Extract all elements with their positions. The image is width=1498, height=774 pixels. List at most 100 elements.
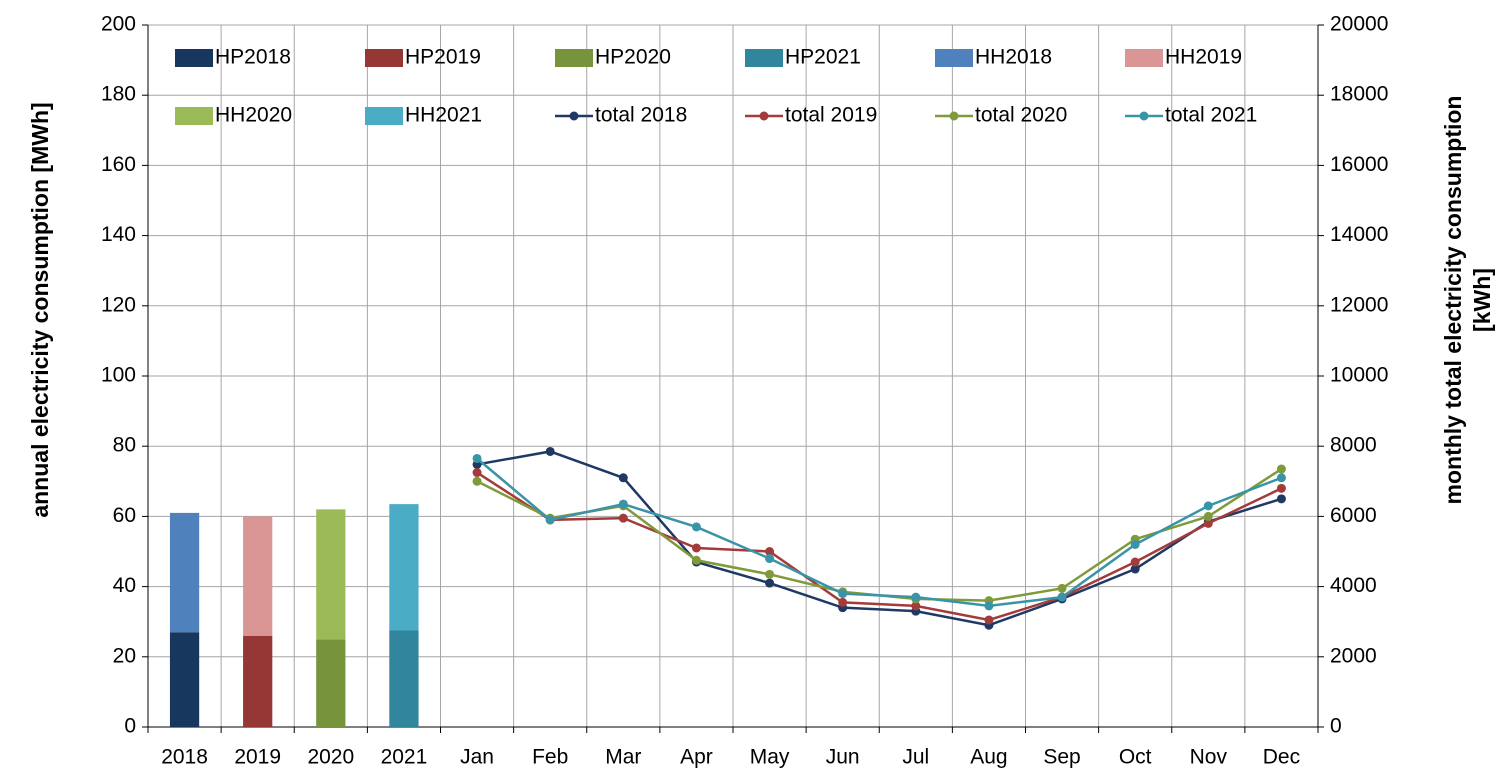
- bar: [316, 639, 346, 727]
- legend-label: HH2018: [975, 46, 1052, 69]
- point: [765, 554, 775, 564]
- x-tick-label: Feb: [532, 746, 568, 769]
- y-tick-label: 20: [113, 644, 136, 667]
- y2-tick-label: 2000: [1330, 644, 1377, 667]
- x-tick-label: Nov: [1190, 746, 1228, 769]
- line: [476, 457, 1282, 608]
- legend-swatch: [949, 111, 959, 121]
- y2-tick-label: 0: [1330, 715, 1342, 738]
- point: [765, 569, 775, 579]
- point: [1057, 583, 1067, 593]
- y2-axis-title: monthly total electricity consumption: [1440, 96, 1466, 505]
- y-tick-label: 120: [101, 293, 136, 316]
- legend-swatch: [935, 49, 973, 67]
- y2-tick-label: 18000: [1330, 83, 1388, 106]
- legend-swatch: [555, 49, 593, 67]
- x-tick-label: Jun: [826, 746, 860, 769]
- point: [691, 555, 701, 565]
- x-tick-label: Dec: [1263, 746, 1300, 769]
- y-tick-label: 160: [101, 153, 136, 176]
- point: [1276, 483, 1286, 493]
- x-tick-label: Jan: [460, 746, 494, 769]
- legend-label: total 2020: [975, 104, 1067, 127]
- y-tick-label: 140: [101, 223, 136, 246]
- x-tick-label: May: [750, 746, 790, 769]
- legend-label: total 2019: [785, 104, 877, 127]
- legend-label: HH2021: [405, 104, 482, 127]
- bar: [243, 516, 273, 636]
- legend-label: HH2020: [215, 104, 292, 127]
- legend-label: HP2019: [405, 46, 481, 69]
- point: [618, 473, 628, 483]
- line: [476, 450, 1282, 627]
- point: [765, 578, 775, 588]
- x-tick-label: Oct: [1119, 746, 1152, 769]
- legend-label: HH2019: [1165, 46, 1242, 69]
- point: [1130, 564, 1140, 574]
- point: [838, 589, 848, 599]
- point: [838, 597, 848, 607]
- y2-tick-label: 20000: [1330, 13, 1388, 36]
- y2-tick-label: 6000: [1330, 504, 1377, 527]
- point: [1203, 501, 1213, 511]
- legend-swatch: [745, 49, 783, 67]
- legend-label: total 2018: [595, 104, 687, 127]
- x-tick-label: Sep: [1043, 746, 1080, 769]
- point: [545, 515, 555, 525]
- y-tick-label: 200: [101, 13, 136, 36]
- point: [1276, 464, 1286, 474]
- legend-swatch: [1139, 111, 1149, 121]
- legend-label: HP2018: [215, 46, 291, 69]
- y2-tick-label: 4000: [1330, 574, 1377, 597]
- legend-swatch: [569, 111, 579, 121]
- bar: [316, 509, 346, 640]
- legend-label: total 2021: [1165, 104, 1257, 127]
- point: [618, 513, 628, 523]
- bar: [243, 635, 273, 727]
- bar: [169, 512, 200, 633]
- bar: [169, 632, 200, 727]
- point: [984, 615, 994, 625]
- y-tick-label: 180: [101, 83, 136, 106]
- point: [545, 446, 555, 456]
- x-tick-label: 2018: [161, 746, 208, 769]
- point: [1276, 494, 1286, 504]
- y2-tick-label: 10000: [1330, 364, 1388, 387]
- point: [911, 592, 921, 602]
- point: [472, 453, 482, 463]
- legend-swatch: [175, 49, 213, 67]
- point: [1057, 592, 1067, 602]
- point: [765, 547, 775, 556]
- y-tick-label: 100: [101, 364, 136, 387]
- y-tick-label: 80: [113, 434, 136, 457]
- point: [911, 601, 921, 611]
- bar: [389, 630, 419, 727]
- y-tick-label: 40: [113, 574, 136, 597]
- y-tick-label: 60: [113, 504, 136, 527]
- legend-swatch: [365, 49, 403, 67]
- legend-swatch: [1125, 49, 1163, 67]
- x-tick-label: 2020: [307, 746, 354, 769]
- point: [1276, 473, 1286, 483]
- y-tick-label: 0: [124, 715, 136, 738]
- point: [1203, 518, 1213, 528]
- point: [1130, 539, 1140, 549]
- point: [1130, 557, 1140, 567]
- x-tick-label: Apr: [680, 746, 713, 769]
- y2-tick-label: 14000: [1330, 223, 1388, 246]
- bar: [389, 504, 419, 631]
- legend-swatch: [759, 111, 769, 121]
- x-tick-label: Aug: [970, 746, 1007, 769]
- point: [691, 522, 701, 532]
- x-tick-label: 2019: [234, 746, 281, 769]
- point: [472, 476, 482, 486]
- line: [476, 471, 1282, 622]
- x-tick-label: Mar: [605, 746, 641, 769]
- y2-tick-label: 12000: [1330, 293, 1388, 316]
- legend-label: HP2020: [595, 46, 671, 69]
- legend-swatch: [175, 107, 213, 125]
- y2-tick-label: 8000: [1330, 434, 1377, 457]
- y-axis-title: annual electricity consumption [MWh]: [27, 102, 53, 517]
- y2-tick-label: 16000: [1330, 153, 1388, 176]
